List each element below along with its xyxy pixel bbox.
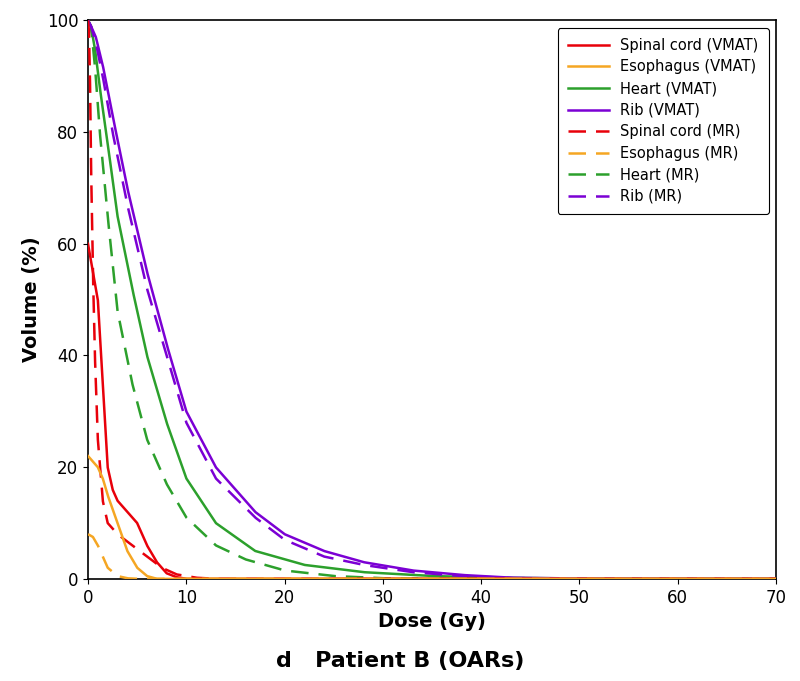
Y-axis label: Volume (%): Volume (%) — [22, 237, 41, 362]
X-axis label: Dose (Gy): Dose (Gy) — [378, 612, 486, 631]
Text: d   Patient B (OARs): d Patient B (OARs) — [276, 650, 524, 671]
Legend: Spinal cord (VMAT), Esophagus (VMAT), Heart (VMAT), Rib (VMAT), Spinal cord (MR): Spinal cord (VMAT), Esophagus (VMAT), He… — [558, 28, 769, 214]
